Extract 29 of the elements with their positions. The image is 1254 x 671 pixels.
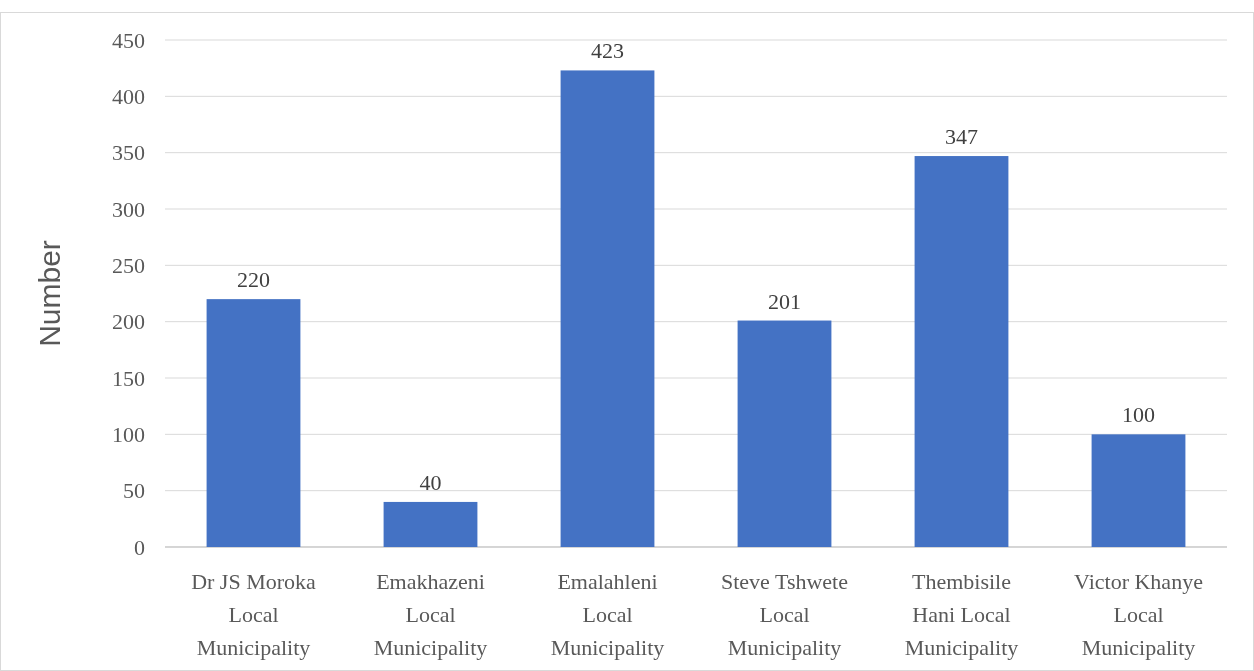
- x-tick-label: Thembisile Hani Local Municipality: [904, 569, 1019, 660]
- y-tick-label: 200: [112, 309, 145, 335]
- bar: [914, 156, 1009, 547]
- x-tick-label: Steve Tshwete Local Municipality: [721, 569, 848, 660]
- x-tick-label: Emakhazeni Local Municipality: [373, 569, 488, 660]
- data-label: 423: [591, 38, 624, 64]
- y-tick-label: 450: [112, 27, 145, 53]
- y-tick-label: 400: [112, 84, 145, 110]
- bar: [206, 299, 301, 547]
- data-label: 100: [1122, 402, 1155, 428]
- y-tick-label: 0: [134, 534, 145, 560]
- y-tick-label: 350: [112, 140, 145, 166]
- y-tick-label: 300: [112, 196, 145, 222]
- data-label: 201: [768, 288, 801, 314]
- y-tick-label: 150: [112, 365, 145, 391]
- bar: [383, 501, 478, 547]
- x-tick-label: Dr JS Moroka Local Municipality: [191, 569, 317, 660]
- data-label: 40: [419, 469, 442, 495]
- y-tick-label: 250: [112, 253, 145, 279]
- x-tick-label: Victor Khanye Local Municipality: [1074, 569, 1203, 660]
- bar: [737, 320, 832, 547]
- x-tick-label: Emalahleni Local Municipality: [550, 569, 665, 660]
- bar: [1091, 434, 1186, 547]
- y-tick-label: 50: [123, 478, 145, 504]
- y-tick-label: 100: [112, 422, 145, 448]
- data-label: 347: [945, 124, 978, 150]
- data-label: 220: [237, 267, 270, 293]
- bar: [560, 70, 655, 547]
- y-axis-title: Number: [33, 240, 66, 347]
